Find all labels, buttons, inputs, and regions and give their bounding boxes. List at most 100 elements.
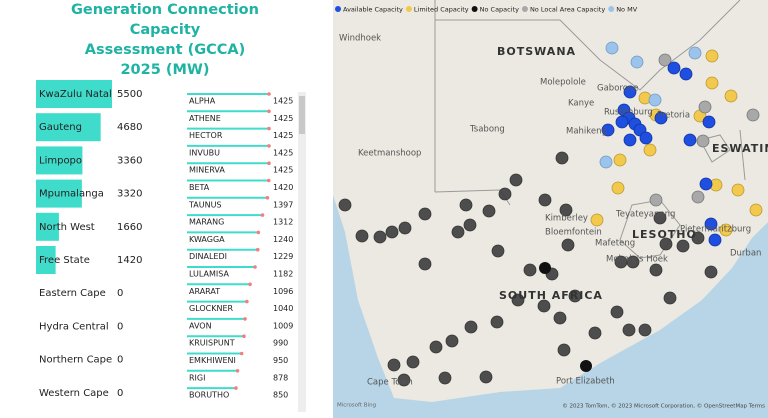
bar [36, 246, 56, 274]
value-label: 0 [117, 321, 123, 332]
value-label: 5500 [117, 89, 142, 100]
dots-lightgray [649, 53, 760, 207]
legend-swatch [608, 6, 615, 12]
value-label: 1397 [273, 200, 293, 209]
lollipop-dot [235, 369, 240, 373]
title-line: Assessment (GCCA) [84, 42, 246, 58]
category-label: BORUTHO [189, 391, 229, 400]
value-label: 1425 [273, 131, 293, 140]
map-label: Durban [730, 249, 761, 259]
bar [36, 179, 82, 208]
value-label: 4680 [117, 122, 142, 133]
map-label: Gaborone [597, 84, 639, 94]
legend-swatch [335, 6, 341, 12]
category-label: North West [39, 222, 95, 233]
category-label: Gauteng [39, 122, 82, 133]
value-label: 850 [273, 391, 288, 400]
category-label: MARANG [189, 218, 224, 227]
category-label: TAUNUS [188, 200, 222, 209]
map-label: Mahikeng [566, 127, 607, 137]
value-label: 1420 [117, 255, 142, 266]
dots-lightblue [599, 41, 702, 169]
map-label: Cape Town [367, 378, 413, 388]
map-label: Keetmanshoop [358, 149, 421, 159]
map-label: Molepolole [540, 78, 586, 88]
category-label: INVUBU [189, 148, 220, 157]
category-label: HECTOR [189, 131, 223, 140]
map-attribution: © 2023 TomTom, © 2023 Microsoft Corporat… [562, 403, 765, 410]
map-label: Pietermaritzburg [680, 225, 751, 235]
value-label: 3360 [117, 155, 142, 166]
value-label: 0 [117, 288, 123, 299]
value-label: 1425 [273, 114, 293, 123]
legend-swatch [405, 6, 412, 12]
map-label: BOTSWANA [497, 45, 576, 58]
category-label: Eastern Cape [39, 288, 106, 299]
lollipop-dot [243, 317, 247, 321]
category-label: DINALEDI [189, 252, 227, 261]
lollipop-dot [256, 230, 261, 235]
bar [36, 113, 101, 142]
category-label: GLOCKNER [189, 304, 234, 313]
legend-label: No Capacity [480, 6, 519, 14]
category-label: Northern Cape [39, 355, 112, 366]
lollipop-dot [267, 126, 271, 131]
map-label: Kanye [568, 99, 594, 109]
value-label: 990 [273, 339, 288, 348]
value-label: 950 [273, 356, 288, 365]
map-label: Mafeteng [595, 239, 635, 249]
lollipop-dot [248, 282, 252, 287]
category-label: BETA [189, 183, 210, 192]
category-label: KWAGGA [189, 235, 225, 244]
map-label: Mohale's Hoek [606, 255, 668, 265]
category-label: AVON [189, 321, 212, 330]
lollipop-dot [265, 196, 270, 200]
map-label: Bloemfontein [545, 228, 602, 238]
category-label: Limpopo [39, 155, 82, 166]
bar [36, 212, 59, 241]
category-label: ALPHA [189, 97, 216, 106]
value-label: 3320 [117, 189, 142, 200]
category-label: EMKHIWENI [189, 356, 236, 365]
value-label: 0 [117, 355, 123, 366]
category-label: KwaZulu Natal [39, 89, 112, 100]
lollipop-dot [267, 109, 271, 114]
map-label: Teyateyaneng [615, 210, 675, 220]
lollipop-dot [267, 161, 271, 165]
border [434, 0, 746, 259]
lollipop-dot [245, 299, 249, 304]
category-label: LULAMISA [189, 270, 230, 279]
lollipop-dot [239, 351, 244, 356]
value-label: 1425 [273, 97, 293, 106]
map-label: Pretoria [657, 111, 690, 121]
lollipop-dot [260, 213, 265, 217]
lollipop-dot [266, 178, 271, 183]
bar [36, 80, 112, 108]
lollipop-dot [242, 334, 246, 339]
category-label: ARARAT [189, 287, 220, 296]
value-label: 1009 [273, 321, 293, 330]
dots-blue [601, 61, 722, 247]
map-label: Tsabong [469, 125, 505, 135]
title-line: 2025 (MW) [120, 62, 210, 78]
map-label: LESOTHO [632, 228, 697, 241]
legend-label: No Local Area Capacity [530, 6, 605, 14]
lollipop-dot [253, 265, 257, 269]
value-label: 1240 [273, 235, 293, 244]
lollipop-dot [267, 92, 271, 96]
lollipop-dot [255, 247, 260, 252]
dots-black [539, 262, 592, 372]
value-label: 1660 [117, 222, 142, 233]
map[interactable]: Available Capacity Limited Capacity No Cap… [333, 0, 768, 418]
dots-gray [338, 151, 718, 387]
map-label: Kimberley [545, 214, 588, 224]
map-brand: Microsoft Bing [337, 403, 376, 409]
value-label: 1040 [273, 304, 293, 313]
value-label: 878 [273, 373, 288, 382]
category-label: Western Cape [39, 388, 109, 399]
value-label: 1096 [273, 287, 293, 296]
category-label: RIGI [189, 373, 205, 382]
value-label: 1420 [273, 183, 293, 192]
